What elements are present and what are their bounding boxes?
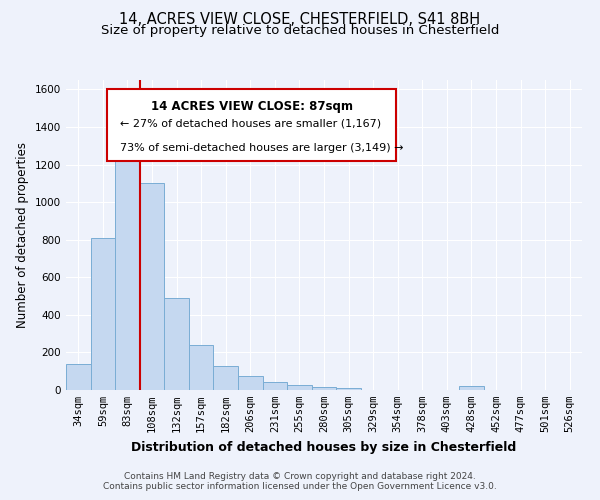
Bar	[336, 388, 361, 390]
Text: Contains HM Land Registry data © Crown copyright and database right 2024.: Contains HM Land Registry data © Crown c…	[124, 472, 476, 481]
Bar	[164, 298, 189, 390]
Bar	[189, 345, 214, 390]
X-axis label: Distribution of detached houses by size in Chesterfield: Distribution of detached houses by size …	[131, 440, 517, 454]
Bar	[140, 184, 164, 390]
Bar	[115, 150, 140, 390]
Bar	[312, 387, 336, 390]
Bar	[214, 366, 238, 390]
Bar	[91, 238, 115, 390]
FancyBboxPatch shape	[107, 90, 396, 160]
Text: 73% of semi-detached houses are larger (3,149) →: 73% of semi-detached houses are larger (…	[120, 144, 404, 154]
Bar	[459, 386, 484, 390]
Bar	[238, 376, 263, 390]
Text: 14, ACRES VIEW CLOSE, CHESTERFIELD, S41 8BH: 14, ACRES VIEW CLOSE, CHESTERFIELD, S41 …	[119, 12, 481, 28]
Bar	[263, 382, 287, 390]
Text: ← 27% of detached houses are smaller (1,167): ← 27% of detached houses are smaller (1,…	[120, 118, 382, 128]
Bar	[66, 364, 91, 390]
Text: 14 ACRES VIEW CLOSE: 87sqm: 14 ACRES VIEW CLOSE: 87sqm	[151, 100, 353, 113]
Y-axis label: Number of detached properties: Number of detached properties	[16, 142, 29, 328]
Bar	[287, 386, 312, 390]
Text: Size of property relative to detached houses in Chesterfield: Size of property relative to detached ho…	[101, 24, 499, 37]
Text: Contains public sector information licensed under the Open Government Licence v3: Contains public sector information licen…	[103, 482, 497, 491]
